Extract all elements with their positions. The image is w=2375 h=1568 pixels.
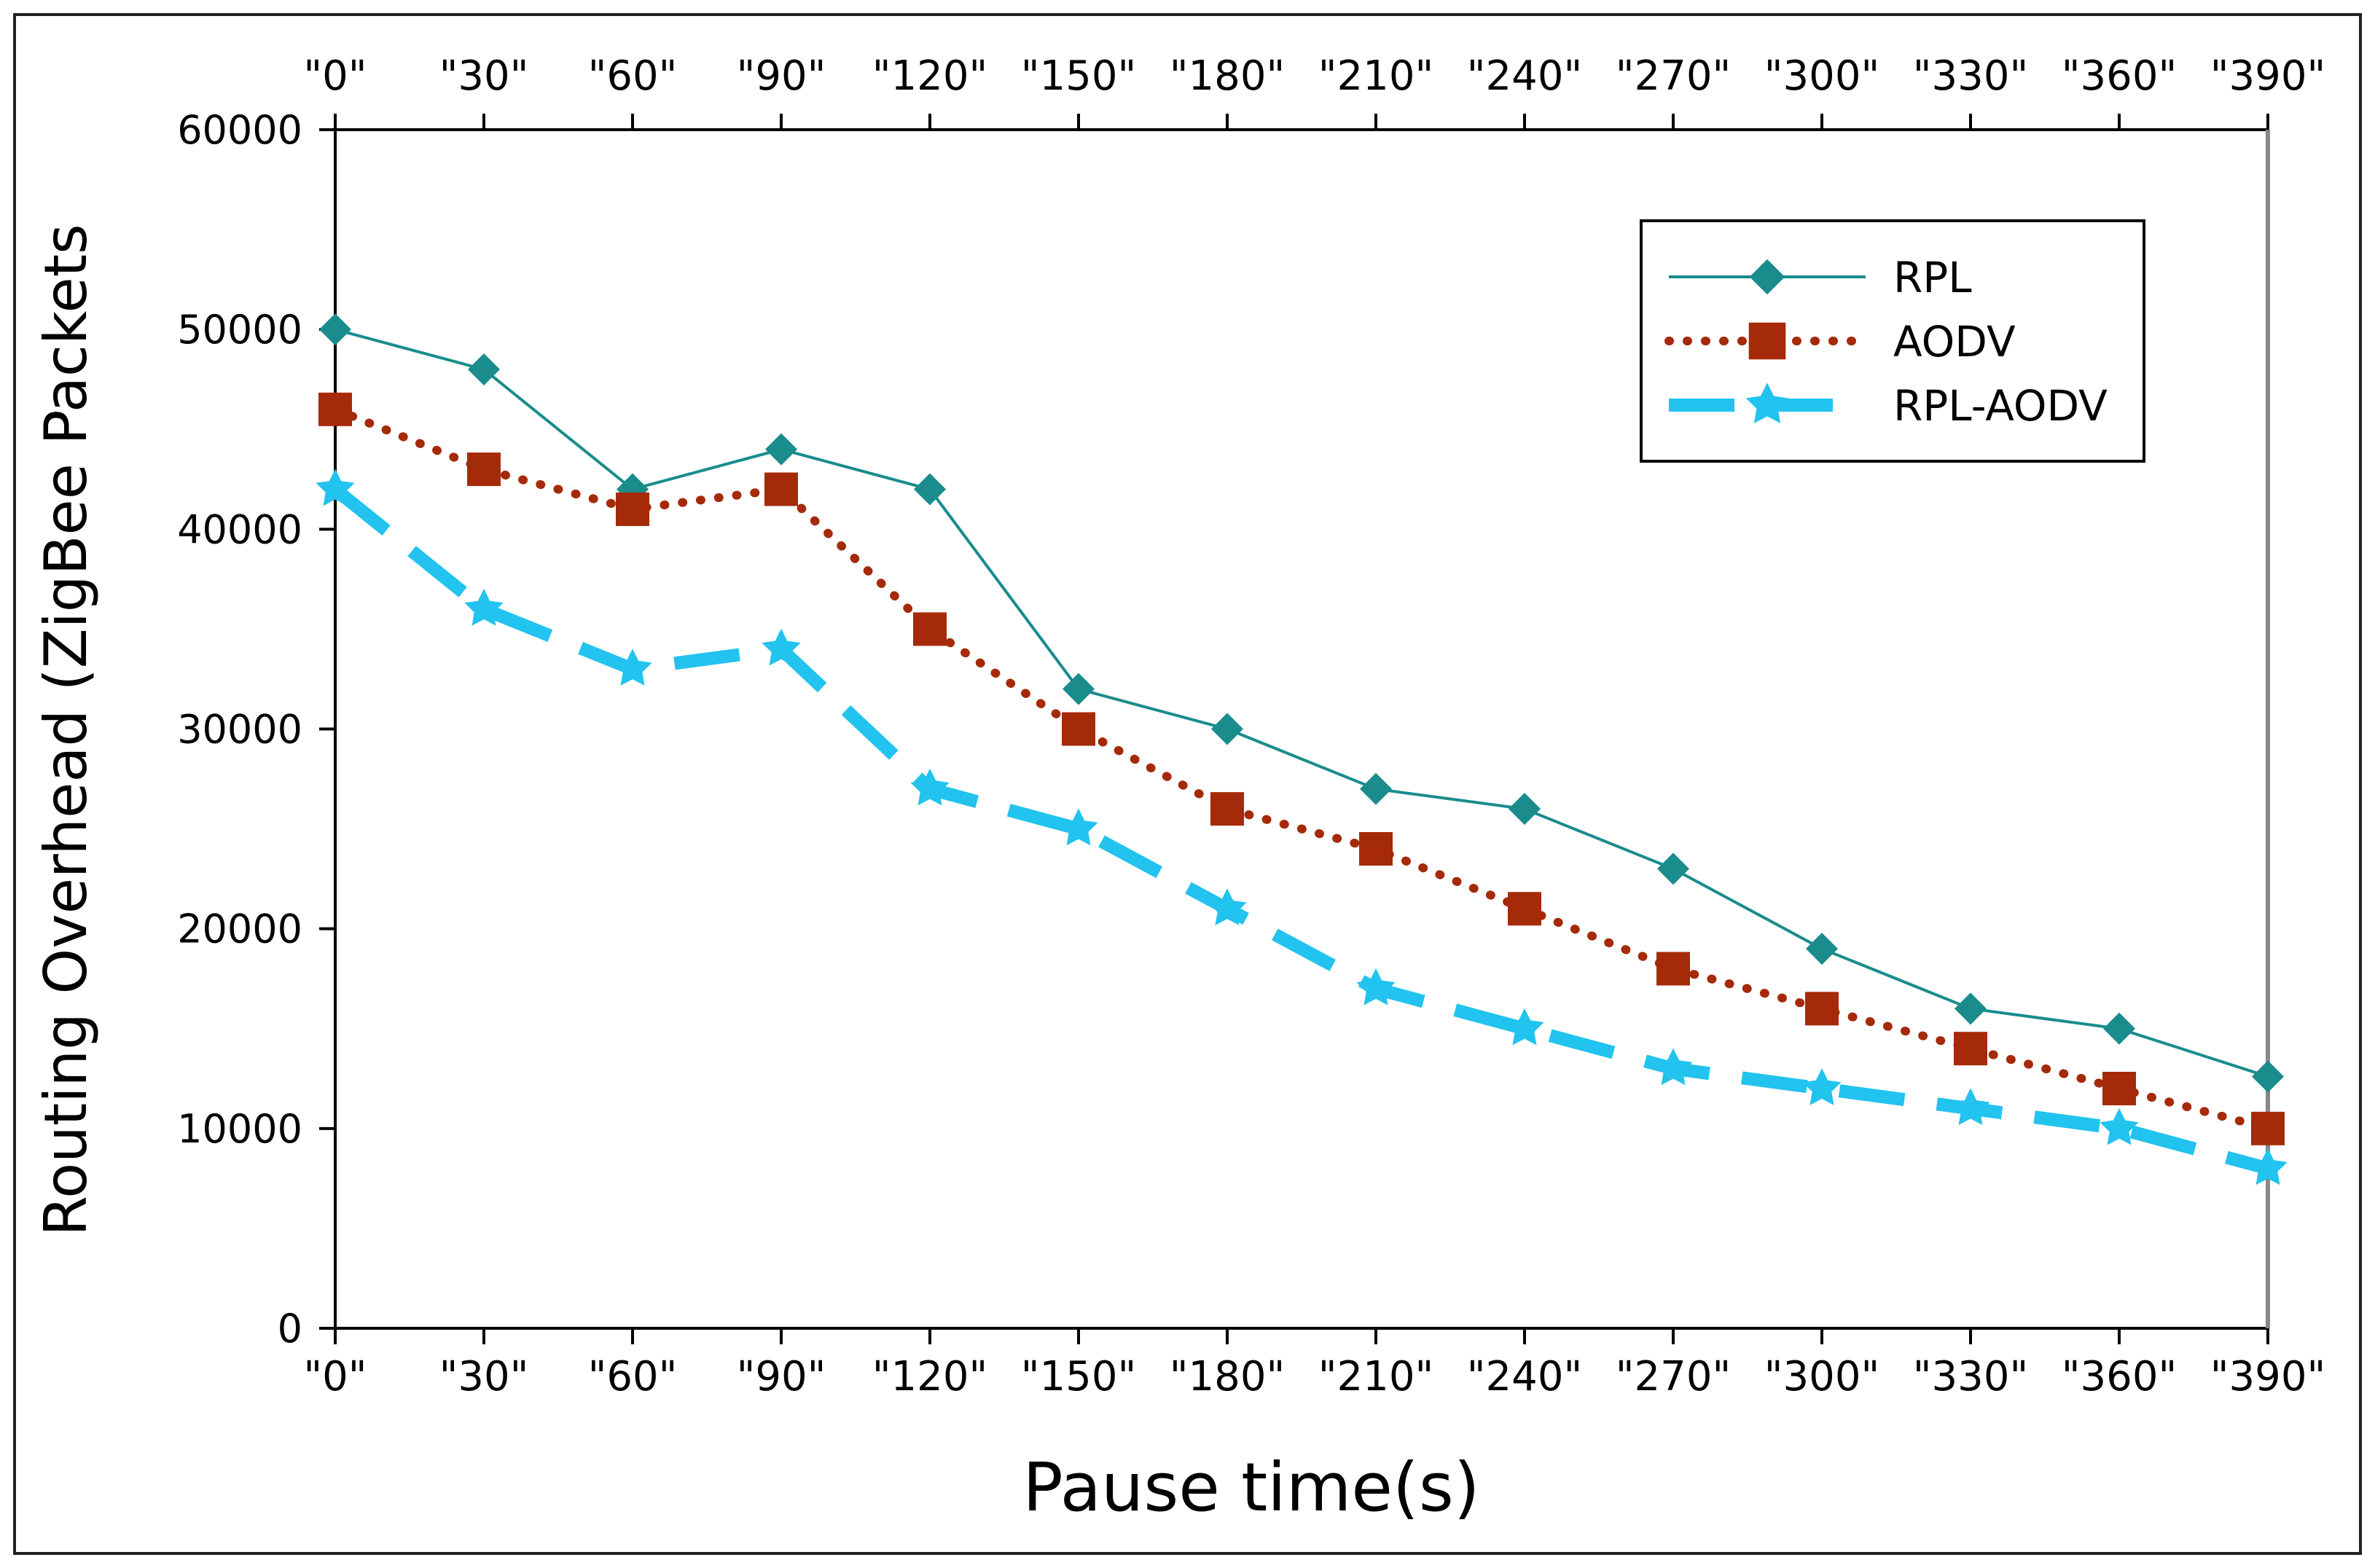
- data-point-rpl-aodv: [2100, 1108, 2139, 1145]
- data-point-rpl-aodv: [1951, 1088, 1990, 1126]
- data-point-aodv: [1062, 712, 1095, 746]
- legend-marker-rpl-aodv: [1745, 383, 1789, 423]
- y-tick-label: 30000: [177, 707, 302, 753]
- data-point-rpl: [914, 473, 946, 506]
- x-tick-label-top: "240": [1467, 52, 1582, 100]
- x-tick-label-top: "60": [588, 52, 678, 100]
- data-point-aodv: [2251, 1111, 2285, 1145]
- x-tick-label-top: "210": [1318, 52, 1433, 100]
- x-tick-label-bottom: "30": [439, 1353, 529, 1400]
- data-point-aodv: [318, 392, 352, 426]
- data-point-rpl: [319, 313, 351, 346]
- x-tick-label-top: "330": [1913, 52, 2028, 100]
- x-tick-label-top: "0": [303, 52, 367, 100]
- data-point-rpl: [1806, 933, 1838, 965]
- y-axis-title: Routing Overhead (ZigBee Packets: [32, 224, 100, 1236]
- data-point-rpl-aodv: [1654, 1048, 1693, 1086]
- data-point-rpl-aodv: [762, 628, 801, 666]
- x-tick-label-bottom: "120": [872, 1353, 987, 1400]
- x-tick-label-top: "300": [1764, 52, 1879, 100]
- data-point-rpl: [1657, 852, 1689, 885]
- y-tick-label: 20000: [177, 906, 302, 952]
- series-line-aodv: [331, 404, 2272, 1133]
- y-tick-label: 50000: [177, 307, 302, 353]
- data-point-rpl: [765, 433, 797, 466]
- data-point-aodv: [467, 452, 501, 487]
- x-tick-label-bottom: "210": [1318, 1353, 1433, 1400]
- data-point-rpl-aodv: [1208, 888, 1247, 925]
- series-line-rpl: [334, 328, 2269, 1078]
- data-point-aodv: [1805, 992, 1839, 1026]
- x-tick-label-bottom: "300": [1764, 1353, 1879, 1400]
- x-tick-label-bottom: "360": [2062, 1353, 2177, 1400]
- x-tick-label-bottom: "270": [1616, 1353, 1731, 1400]
- data-point-aodv: [1508, 892, 1541, 926]
- x-tick-label-top: "180": [1170, 52, 1285, 100]
- y-tick-label: 0: [278, 1306, 302, 1352]
- data-point-aodv: [2102, 1072, 2136, 1105]
- x-tick-label-top: "270": [1616, 52, 1731, 100]
- data-point-aodv: [764, 472, 798, 506]
- x-tick-label-bottom: "60": [588, 1353, 678, 1400]
- data-point-rpl-aodv: [613, 648, 652, 686]
- data-point-rpl-aodv: [316, 469, 355, 506]
- x-tick-label-top: "30": [439, 52, 529, 100]
- data-point-aodv: [913, 612, 947, 646]
- x-tick-label-top: "150": [1021, 52, 1136, 100]
- legend-label-aodv: AODV: [1893, 317, 2016, 366]
- data-point-aodv: [1359, 832, 1393, 866]
- data-point-rpl-aodv: [2248, 1148, 2288, 1185]
- x-tick-label-bottom: "240": [1467, 1353, 1582, 1400]
- legend-marker-rpl: [1749, 259, 1785, 295]
- x-tick-label-top: "360": [2062, 52, 2177, 100]
- data-point-rpl-aodv: [1802, 1068, 1842, 1105]
- data-point-aodv: [1954, 1032, 1987, 1066]
- data-point-rpl-aodv: [1356, 968, 1396, 1006]
- data-point-rpl: [2103, 1012, 2135, 1045]
- data-point-rpl: [1955, 992, 1987, 1025]
- y-tick-label: 10000: [177, 1106, 302, 1152]
- x-tick-label-bottom: "0": [303, 1353, 367, 1400]
- data-point-rpl: [1211, 713, 1243, 745]
- x-axis-title: Pause time(s): [1022, 1449, 1479, 1526]
- y-tick-label: 60000: [177, 107, 302, 153]
- legend-label-rpl: RPL: [1893, 253, 1972, 302]
- x-tick-label-top: "390": [2210, 52, 2325, 100]
- data-point-rpl-aodv: [1505, 1008, 1544, 1046]
- data-point-rpl: [2252, 1060, 2284, 1093]
- legend-label-rpl-aodv: RPL-AODV: [1893, 381, 2108, 431]
- series-line-rpl-aodv: [331, 484, 2270, 1175]
- data-point-rpl: [1063, 673, 1095, 705]
- data-point-rpl-aodv: [910, 768, 950, 806]
- data-point-rpl: [1509, 793, 1541, 826]
- x-tick-label-bottom: "90": [737, 1353, 826, 1400]
- x-tick-label-top: "120": [872, 52, 987, 100]
- x-tick-label-bottom: "390": [2210, 1353, 2325, 1400]
- y-tick-label: 40000: [177, 506, 302, 552]
- x-tick-label-bottom: "330": [1913, 1353, 2028, 1400]
- x-tick-label-top: "90": [737, 52, 826, 100]
- data-point-aodv: [616, 492, 649, 526]
- data-point-aodv: [1210, 792, 1244, 826]
- data-point-rpl-aodv: [464, 589, 504, 626]
- data-point-aodv: [1656, 952, 1690, 986]
- data-point-rpl: [468, 353, 500, 385]
- legend-marker-aodv: [1748, 322, 1786, 360]
- x-tick-label-bottom: "180": [1170, 1353, 1285, 1400]
- data-point-rpl-aodv: [1059, 808, 1098, 846]
- data-point-rpl: [1360, 772, 1392, 805]
- x-tick-label-bottom: "150": [1021, 1353, 1136, 1400]
- outer-frame: [13, 13, 2362, 1555]
